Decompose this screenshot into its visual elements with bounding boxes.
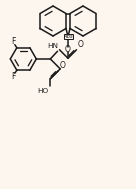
Text: F: F	[11, 37, 16, 46]
Text: O: O	[60, 61, 65, 70]
Text: O: O	[78, 40, 84, 49]
FancyBboxPatch shape	[64, 34, 72, 39]
Text: F: F	[11, 72, 16, 81]
Text: HN: HN	[47, 43, 58, 49]
Text: O: O	[65, 45, 71, 54]
Text: Abs: Abs	[63, 34, 73, 39]
Text: HO: HO	[37, 88, 48, 94]
